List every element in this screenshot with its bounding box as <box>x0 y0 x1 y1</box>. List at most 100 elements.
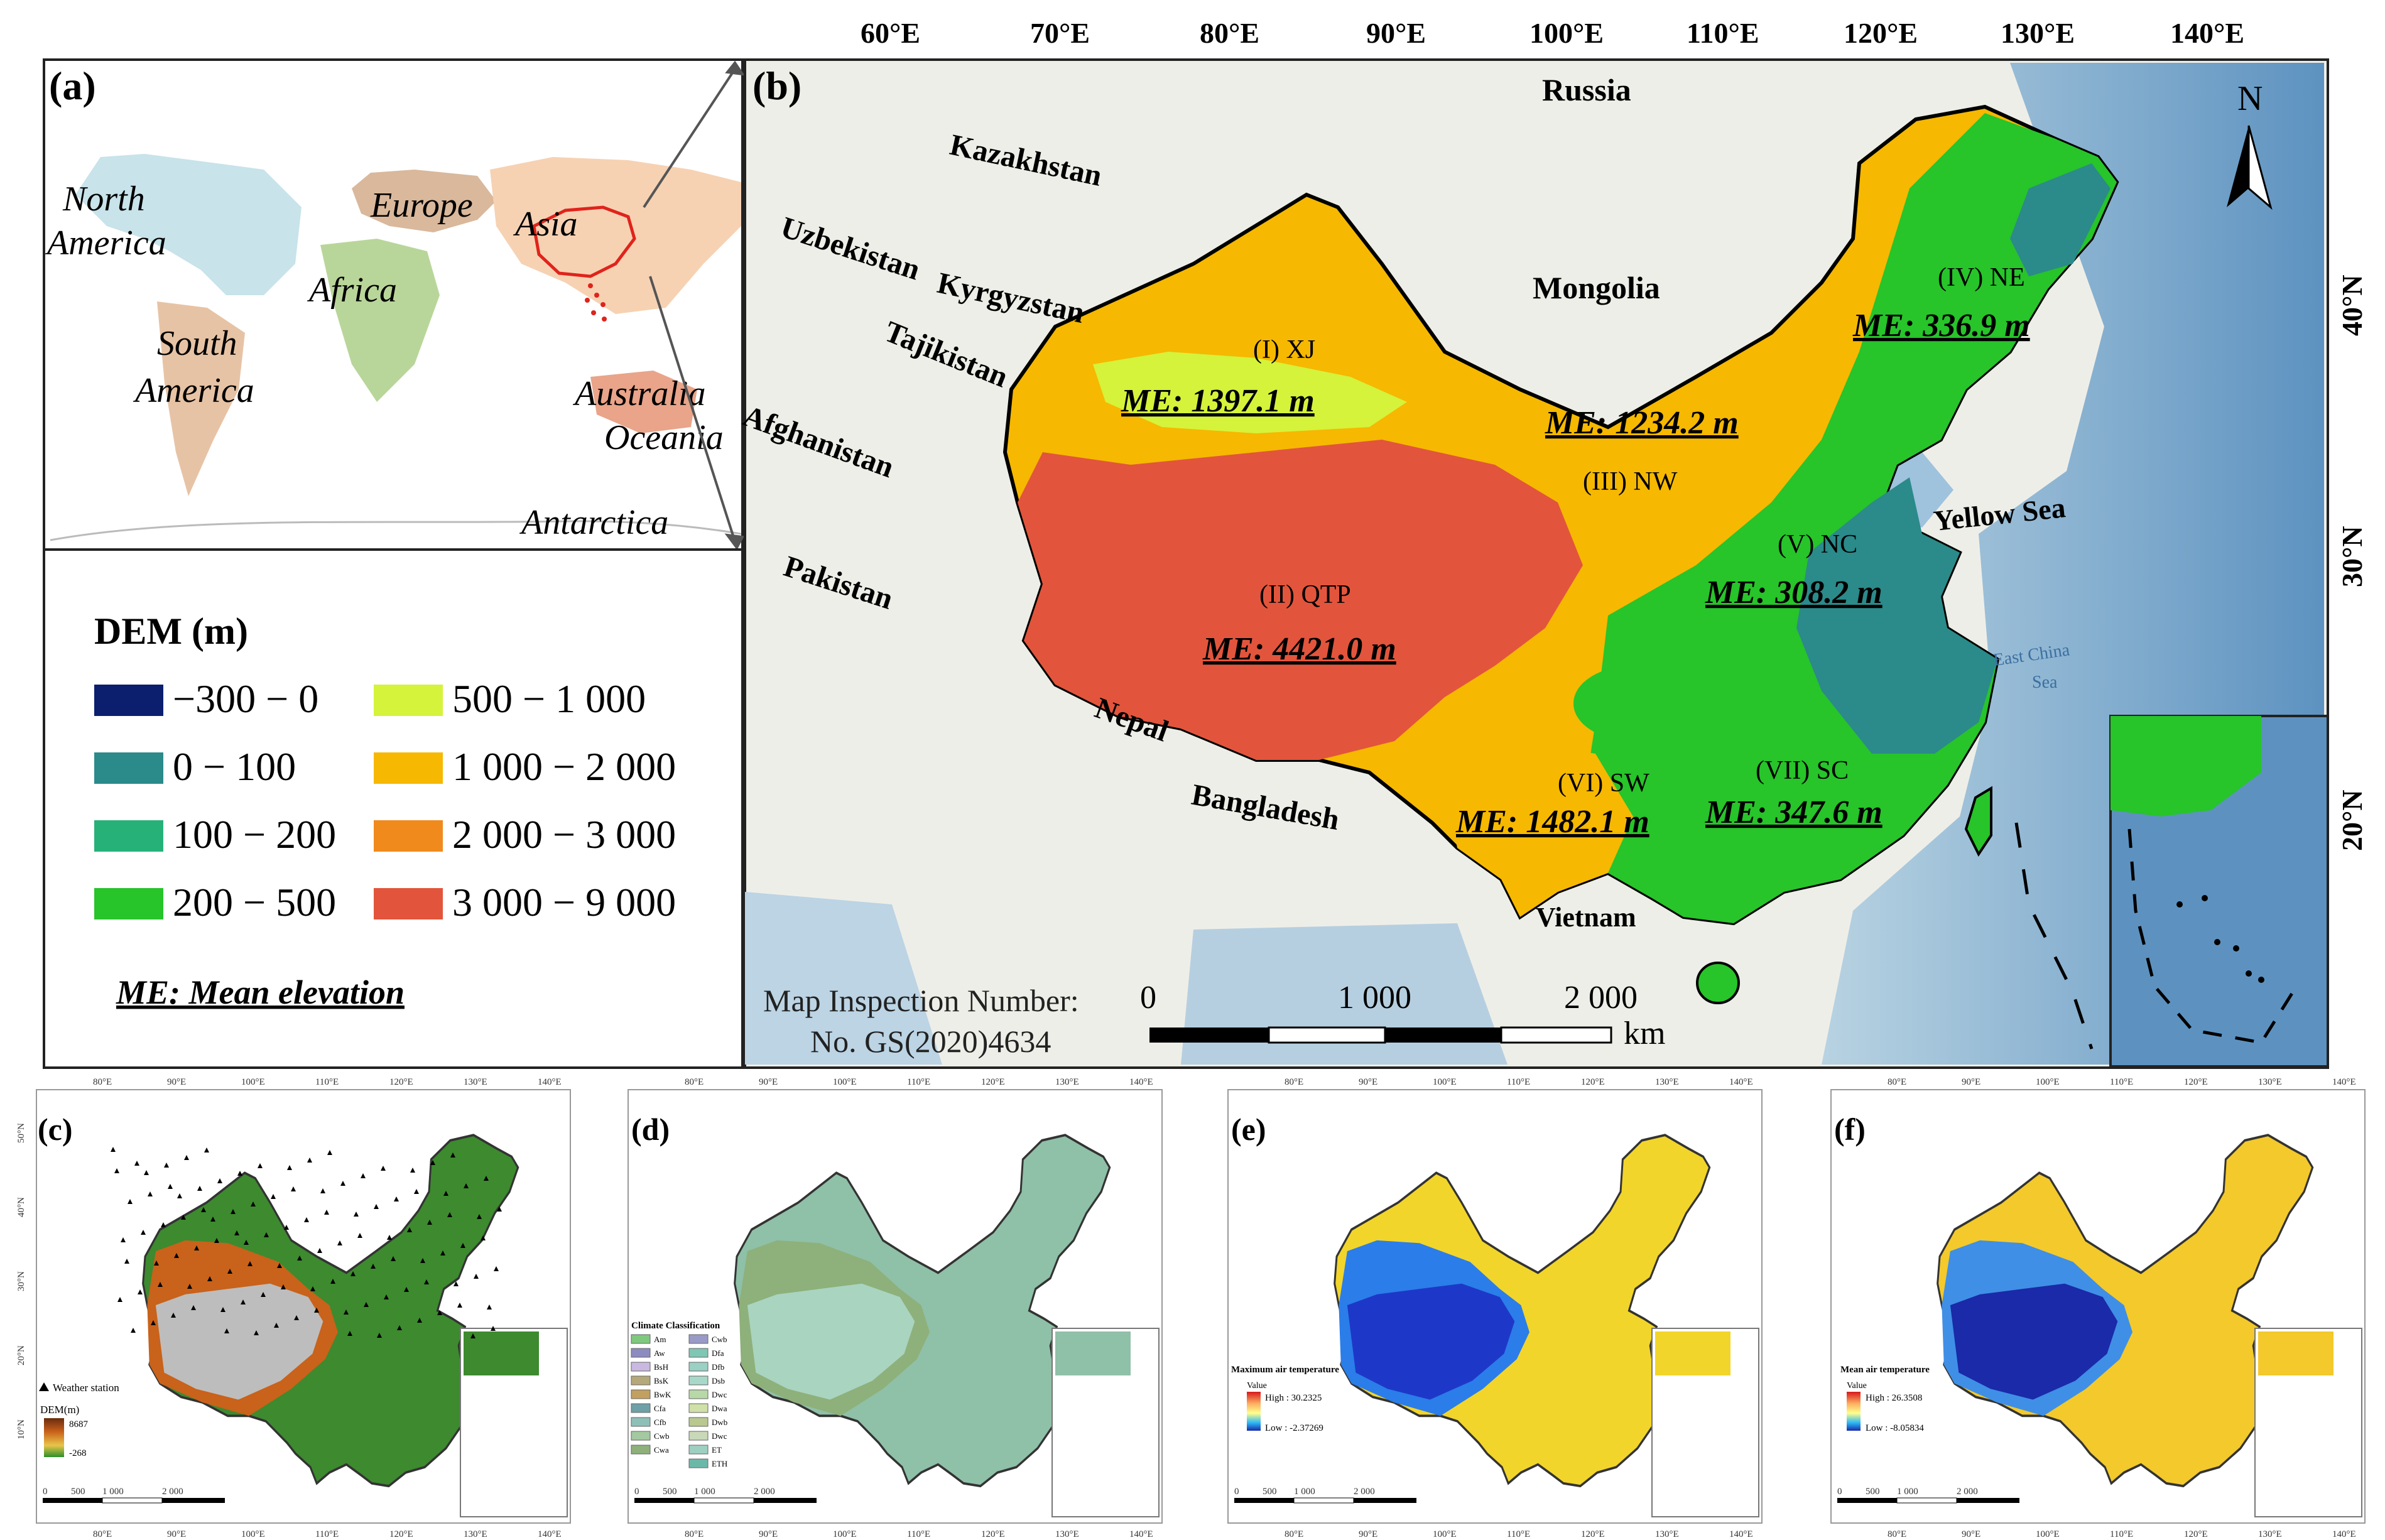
climate-label: Dwa <box>712 1404 727 1413</box>
small-scale-label: 0 <box>634 1487 639 1497</box>
small-lat-tick: 30°N <box>16 1271 26 1291</box>
station-marker <box>151 1320 156 1325</box>
station-marker <box>364 1302 369 1307</box>
legend-label: 2 000 − 3 000 <box>452 812 676 857</box>
plateau-region <box>1950 1283 2118 1400</box>
station-marker <box>111 1147 116 1152</box>
station-marker <box>131 1328 136 1333</box>
station-marker <box>374 1204 379 1209</box>
legend-label: 1 000 − 2 000 <box>452 744 676 789</box>
north-arrow-icon: N <box>2227 79 2273 210</box>
region-ne-name: (IV) NE <box>1938 263 2025 292</box>
small-lon-tick-bottom: 90°E <box>1962 1529 1980 1539</box>
small-lon-tick-top: 100°E <box>241 1077 265 1087</box>
panel-a-world-map: (a) North America Europe Asia Africa Sou… <box>43 58 744 551</box>
climate-label: ET <box>712 1445 722 1455</box>
max-temp-low: Low : -2.37269 <box>1265 1423 1323 1433</box>
station-marker <box>320 1188 325 1193</box>
tarim-basin <box>1093 352 1407 433</box>
station-marker <box>210 1217 215 1222</box>
continent-north-america <box>75 154 302 295</box>
label-mongolia: Mongolia <box>1533 270 1660 305</box>
small-scale-seg <box>1957 1498 2019 1503</box>
climate-swatch <box>688 1348 709 1358</box>
lon-tick-label: 60°E <box>861 17 920 49</box>
small-lon-tick-top: 90°E <box>1359 1077 1377 1087</box>
station-marker <box>114 1168 119 1173</box>
small-lon-tick-bottom: 80°E <box>685 1529 704 1539</box>
small-scale-label: 0 <box>1234 1487 1239 1497</box>
small-lat-tick: 50°N <box>16 1123 26 1143</box>
small-lon-tick-bottom: 110°E <box>2110 1529 2133 1539</box>
climate-swatch <box>631 1417 651 1427</box>
label-antarctica: Antarctica <box>519 503 668 542</box>
station-marker <box>194 1245 199 1250</box>
climate-label: Aw <box>654 1348 665 1358</box>
station-marker <box>201 1207 206 1212</box>
climate-label: BsH <box>654 1362 668 1372</box>
climate-legend: Am Aw BsH BsK BwK Cfa Cfb Cwb Cwa Cwb Dfa Dfb Dsb Dwc… <box>631 1334 727 1468</box>
region-east-green <box>1583 113 2117 923</box>
station-marker <box>474 1274 479 1279</box>
antarctica-coast <box>50 520 742 541</box>
lon-tick-label: 140°E <box>2170 17 2244 49</box>
legend-label: 3 000 − 9 000 <box>452 880 676 925</box>
legend-label: 500 − 1 000 <box>452 676 646 721</box>
lat-tick-label: 30°N <box>2336 526 2368 587</box>
small-lon-tick-top: 140°E <box>1129 1077 1153 1087</box>
small-scale-label: 1 000 <box>694 1487 715 1497</box>
lon-tick-label: 90°E <box>1366 17 1426 49</box>
inset-land <box>2111 716 2261 816</box>
china-islands-dots <box>585 283 607 322</box>
small-lon-tick-top: 140°E <box>2332 1077 2356 1087</box>
small-lon-tick-top: 120°E <box>1581 1077 1605 1087</box>
small-lon-tick-top: 130°E <box>464 1077 487 1087</box>
station-marker <box>494 1266 499 1271</box>
station-marker <box>294 1315 299 1320</box>
small-lon-tick-top: 80°E <box>1285 1077 1303 1087</box>
region-nw-me: ME: 1234.2 m <box>1545 405 1739 441</box>
climate-swatch <box>631 1445 651 1455</box>
climate-swatch <box>631 1334 651 1344</box>
climate-label: Am <box>654 1335 666 1344</box>
dem-c-high: 8687 <box>69 1419 89 1429</box>
station-marker <box>487 1304 492 1310</box>
station-marker <box>354 1212 359 1217</box>
mean-temp-legend-title: Mean air temperature <box>1840 1365 1930 1375</box>
small-inset-land <box>1055 1331 1131 1375</box>
station-marker <box>424 1279 429 1284</box>
station-marker <box>384 1294 389 1299</box>
climate-label: Dsb <box>712 1376 725 1385</box>
label-oceania: Oceania <box>604 418 724 457</box>
dash-line-east <box>2014 822 2094 1049</box>
label-asia: Asia <box>513 205 578 244</box>
legend-swatch <box>374 820 443 852</box>
station-marker <box>417 1318 422 1323</box>
climate-swatch <box>688 1445 709 1455</box>
station-marker <box>427 1220 432 1225</box>
station-marker <box>184 1155 189 1160</box>
station-marker <box>217 1178 222 1183</box>
legend-swatch <box>374 752 443 784</box>
legend-title: DEM (m) <box>94 610 248 652</box>
label-vietnam: Vietnam <box>1536 902 1636 933</box>
station-marker <box>274 1323 279 1328</box>
station-marker <box>327 1150 332 1155</box>
lon-tick-label: 100°E <box>1529 17 1604 49</box>
station-marker <box>377 1333 382 1338</box>
station-marker <box>254 1330 259 1335</box>
station-marker <box>174 1253 179 1258</box>
label-africa: Africa <box>307 271 397 310</box>
mean-temp-low: Low : -8.05834 <box>1866 1423 1924 1433</box>
station-marker <box>261 1292 266 1297</box>
hainan <box>1696 962 1740 1004</box>
station-marker <box>231 1209 236 1214</box>
climate-label: Dwb <box>712 1418 727 1427</box>
region-qtp-name: (II) QTP <box>1259 580 1351 609</box>
label-south-america-2: America <box>133 371 254 410</box>
panel-b-longitude-ticks: 60°E 70°E 80°E 90°E 100°E 110°E 120°E 130°E 140°… <box>861 17 2244 49</box>
region-nc-me: ME: 308.2 m <box>1705 575 1882 610</box>
climate-swatch <box>688 1458 709 1468</box>
station-marker <box>128 1199 133 1204</box>
station-marker <box>291 1186 296 1191</box>
